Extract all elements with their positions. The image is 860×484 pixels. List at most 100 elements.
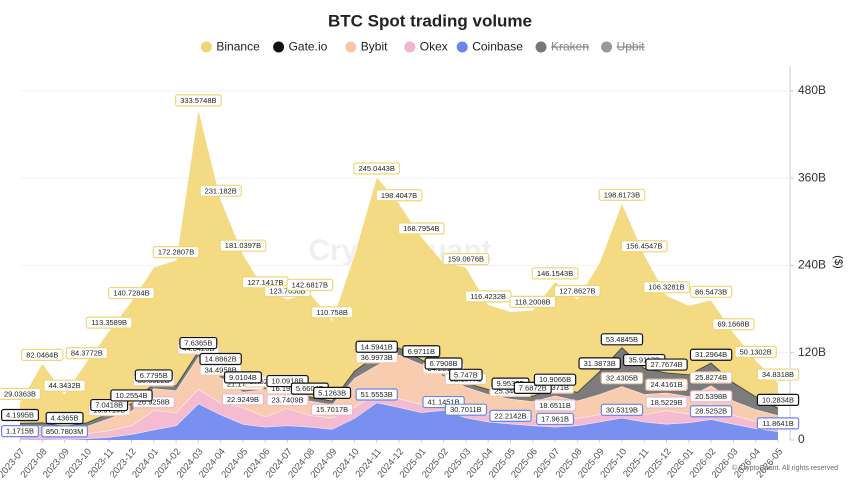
legend-item[interactable]: Bybit [345,40,388,54]
data-label-text: 106.3281B [648,283,684,292]
data-label-text: 10.2554B [115,391,147,400]
data-label-box [444,403,488,416]
data-label-text: 15.7017B [316,405,348,414]
data-label: 6.7795B [134,369,173,382]
data-label-box [219,239,267,252]
data-label: 44.3432B [43,379,86,392]
data-label-box [620,240,668,253]
data-label-box [21,348,64,361]
data-label-box [424,357,463,370]
data-label-text: 5.747B [454,370,478,379]
data-label: 14.8862B [199,352,242,366]
data-label-box [533,399,577,412]
data-label: 127.8627B [553,284,601,298]
data-label-text: 25.8274B [695,373,727,382]
data-label-text: 22.2142B [494,411,526,420]
data-label-text: 6.7908B [430,359,458,368]
data-label-text: 17.961B [541,414,569,423]
chart-title: BTC Spot trading volume [328,11,532,30]
data-label-text: 14.8862B [205,354,237,363]
legend-item[interactable]: Upbit [601,40,645,54]
data-label: 10.2834B [756,393,800,406]
data-label-box [313,386,352,399]
data-label-box [756,393,800,406]
area [20,389,778,440]
data-label: 140.7284B [108,286,155,300]
data-label: 231.182B [199,184,242,197]
data-label-text: 53.4845B [606,335,638,344]
data-label: 1.1715B [0,425,39,438]
data-label: 22.9249B [221,393,265,406]
data-label-box [266,394,309,407]
data-label-text: 36.9973B [361,353,393,362]
y-tick-label: 0 [798,432,805,446]
data-label: 50.1302B [734,345,777,358]
data-label: 168.7954B [397,222,445,235]
data-label-box [689,371,733,384]
data-label: 118.2008B [509,295,557,308]
y-axis-label: ($) [832,255,844,268]
data-label-text: 6.7795B [140,371,168,380]
data-label-box [355,388,398,401]
data-label-text: 1.1715B [6,427,34,436]
data-label-text: 14.5941B [361,342,393,351]
data-label: 198.4047B [375,189,423,202]
data-label-text: 25.3409B [494,386,526,395]
data-label: 24.4161B [645,378,688,391]
data-label: 23.7409B [266,394,309,407]
legend-item[interactable]: Binance [200,40,260,54]
data-label: 22.2142B [489,409,532,422]
data-label-text: 5.1263B [318,388,346,397]
data-label-box [689,405,733,418]
data-label-box [397,222,445,235]
data-label: 28.5252B [689,405,733,418]
legend-swatch [601,41,613,53]
data-label-text: 140.7284B [113,289,149,298]
legend-item[interactable]: Okex [404,40,448,54]
y-tick-label: 480B [798,83,826,97]
legend-item[interactable]: Coinbase [456,40,524,54]
legend-item[interactable]: Kraken [535,40,590,54]
data-label-text: 30.7011B [450,405,482,414]
data-label: 31.3873B [578,357,621,370]
data-label-text: 35.9117B [628,356,660,365]
data-label-text: 172.2807B [158,248,194,257]
data-label: 6.7908B [424,357,463,370]
data-label: 245.0443B [353,162,401,175]
data-label-text: 4.4365B [51,413,79,422]
data-label: 53.4845B [600,333,644,346]
data-label: 198.6173B [598,188,646,201]
data-label-box [310,306,354,319]
data-label: 18.6511B [533,399,577,412]
data-label-box [402,345,441,358]
data-label-box [449,368,483,381]
y-tick-label: 240B [798,258,826,272]
data-label-box [536,412,575,426]
data-label-text: 123.7056B [269,287,305,296]
data-label-box [0,387,42,400]
data-label: 106.3281B [643,281,690,294]
data-label-text: 4.1995B [6,410,34,419]
data-label: 9.0104B [223,371,262,384]
data-label-text: 10.0918B [271,377,303,386]
data-label-box [734,345,777,358]
data-label-text: 51.5553B [361,390,393,399]
data-label-box [553,284,601,298]
legend-item[interactable]: Gate.io [273,40,328,54]
data-label: 18.5229B [645,396,688,409]
data-label-box [756,368,800,381]
data-label-box [0,425,39,438]
legend-label: Coinbase [472,40,523,54]
data-label-box [645,358,688,371]
y-tick-label: 120B [798,345,826,359]
data-label-box [85,316,133,329]
data-label-text: 31.2964B [695,350,727,359]
data-label-box [600,372,644,385]
data-label: 14.5941B [355,340,398,353]
data-label: 27.7674B [645,358,688,371]
data-label: 181.0397B [219,239,267,252]
data-label-box [645,378,688,391]
data-label-box [531,267,579,280]
data-label: 32.4305B [600,372,644,385]
